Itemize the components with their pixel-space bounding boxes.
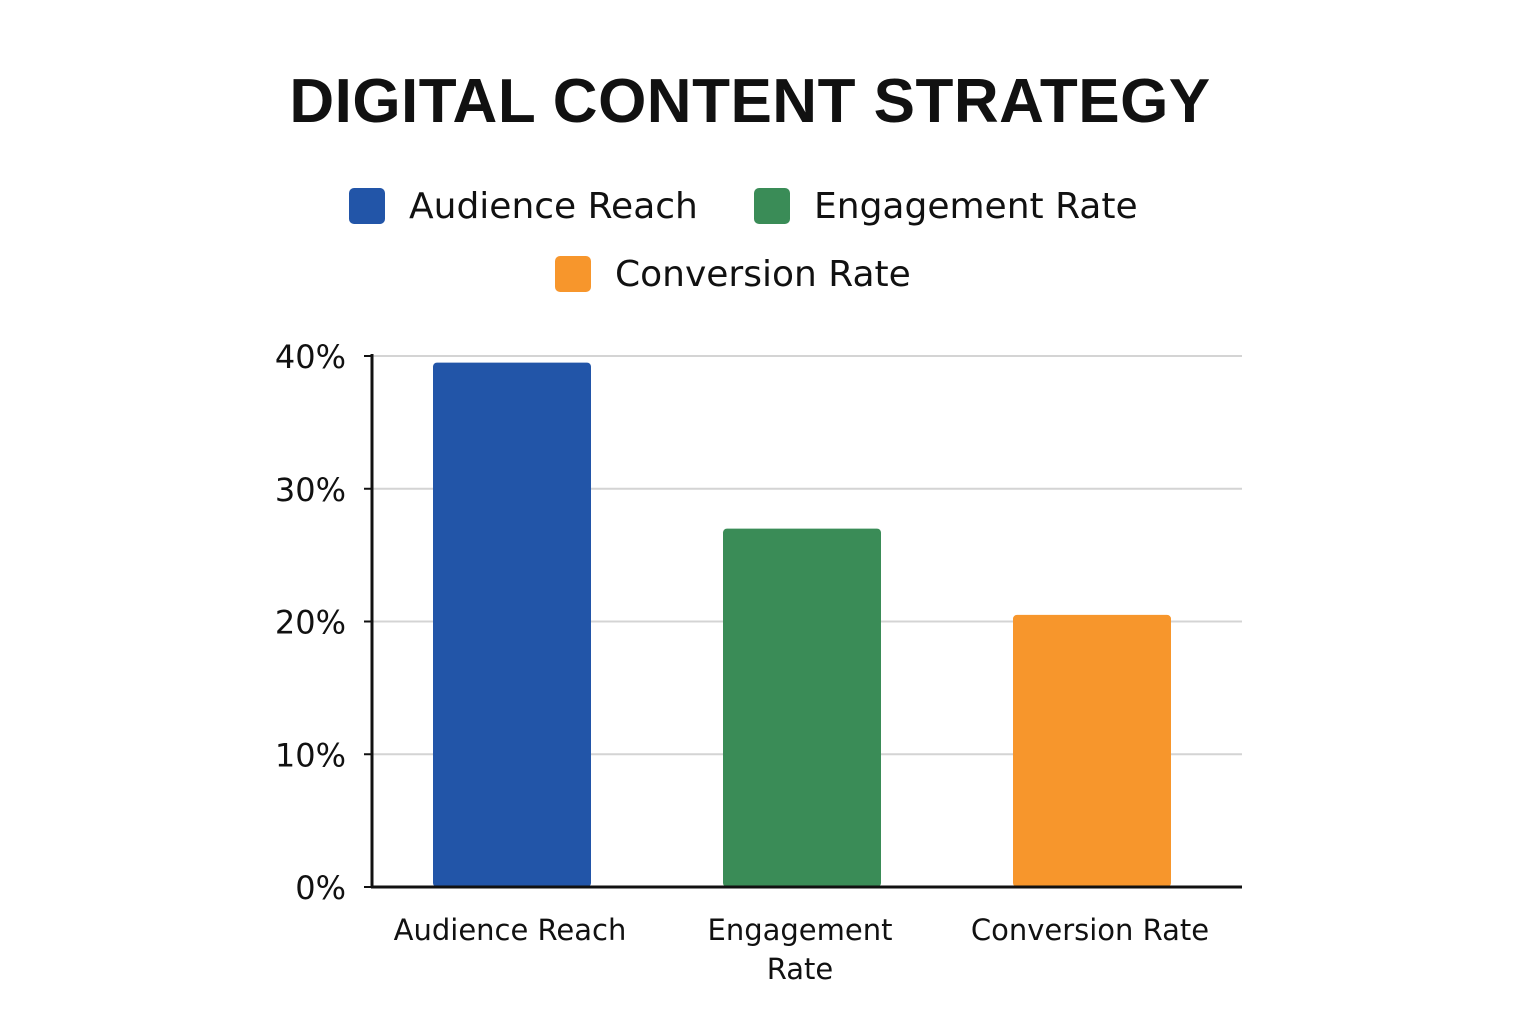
y-tick-label-40: 40% (275, 338, 346, 376)
x-category-label-line: Rate (767, 952, 834, 986)
legend-label-conversion-rate: Conversion Rate (615, 253, 911, 295)
y-tick-label-10: 10% (275, 736, 346, 774)
legend-swatch-engagement-rate (754, 188, 790, 224)
x-category-label-audience-reach: Audience Reach (394, 913, 627, 947)
bar-conversion-rate (1013, 614, 1171, 887)
x-category-label-line: Conversion Rate (971, 913, 1209, 947)
legend-item-engagement-rate: Engagement Rate (754, 185, 1138, 227)
x-category-label-line: Audience Reach (394, 913, 627, 947)
y-tick-label-0: 0% (295, 869, 346, 907)
legend-swatch-conversion-rate (555, 256, 591, 292)
x-category-label-line: Engagement (708, 913, 893, 947)
y-tick-label-30: 30% (275, 471, 346, 509)
legend-item-audience-reach: Audience Reach (349, 185, 698, 227)
bar-engagement-rate (723, 528, 881, 887)
legend-label-audience-reach: Audience Reach (409, 185, 698, 227)
legend-swatch-audience-reach (349, 188, 385, 224)
bar-audience-reach (433, 362, 591, 887)
chart-title: DIGITAL CONTENT STRATEGY (289, 67, 1211, 136)
legend-item-conversion-rate: Conversion Rate (555, 253, 911, 295)
x-category-label-engagement-rate: Engagement Rate (708, 913, 893, 986)
x-category-label-conversion-rate: Conversion Rate (971, 913, 1209, 947)
legend-label-engagement-rate: Engagement Rate (814, 185, 1138, 227)
y-tick-label-20: 20% (275, 604, 346, 642)
